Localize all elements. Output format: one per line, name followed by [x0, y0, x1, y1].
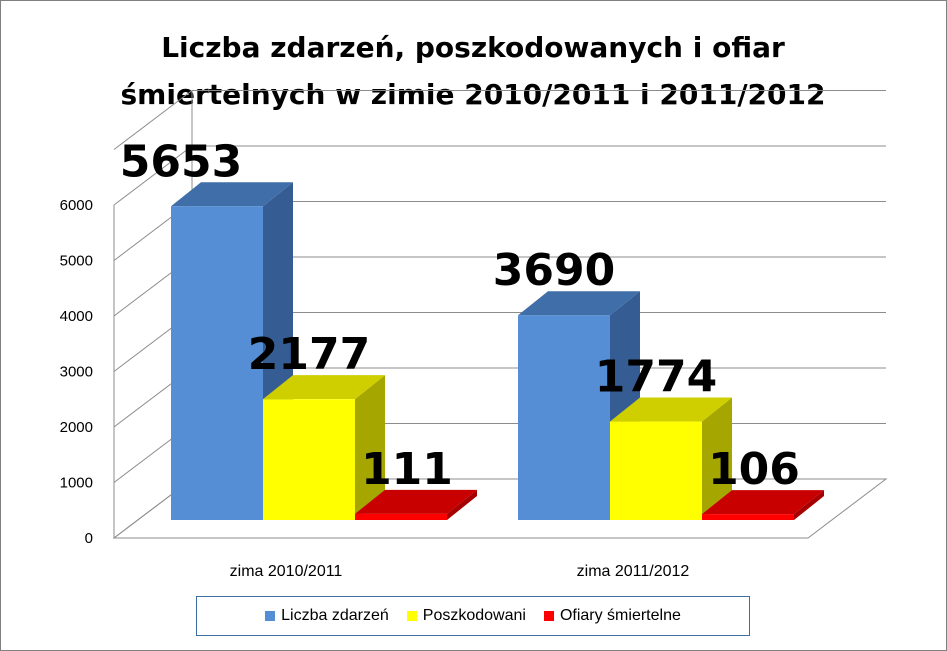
chart-title-line-2: śmiertelnych w zimie 2010/2011 i 2011/20… [121, 78, 826, 111]
bar-side [355, 375, 385, 520]
data-label: 111 [361, 444, 453, 495]
y-tick-label: 2000 [60, 419, 93, 436]
bar-top [518, 291, 640, 316]
data-label: 106 [708, 444, 800, 495]
legend: Liczba zdarzeń Poszkodowani Ofiary śmier… [196, 596, 750, 636]
x-axis-labels: zima 2010/2011 zima 2011/2012 [230, 563, 690, 580]
bar-top [702, 490, 824, 515]
legend-item-ofiary: Ofiary śmiertelne [543, 607, 681, 625]
legend-swatch-red [543, 611, 554, 621]
legend-item-poszkodowani: Poszkodowani [406, 607, 526, 625]
y-axis-ticks: 0 1000 2000 3000 4000 5000 6000 [60, 197, 93, 547]
legend-label: Liczba zdarzeń [281, 607, 389, 624]
bar-side [794, 490, 824, 520]
bar [263, 375, 385, 520]
y-tick-label: 3000 [60, 364, 93, 381]
bar-top [610, 397, 732, 422]
bar-top [171, 182, 293, 207]
bar-front [171, 206, 263, 521]
x-category-label: zima 2011/2012 [577, 563, 690, 580]
bar-top [263, 375, 385, 400]
y-tick-label: 6000 [60, 197, 93, 214]
bar-front [518, 315, 610, 520]
y-tick-label: 0 [85, 530, 93, 547]
data-label: 5653 [120, 136, 242, 187]
bar [355, 489, 477, 520]
legend-label: Ofiary śmiertelne [559, 607, 681, 624]
bar-front [263, 399, 355, 520]
y-tick-label: 1000 [60, 475, 93, 492]
chart-title-line-1: Liczba zdarzeń, poszkodowanych i ofiar [161, 31, 785, 64]
bar-front [702, 514, 794, 520]
data-labels: 5653 2177 111 3690 1774 106 [120, 136, 800, 495]
bar-front [355, 513, 447, 520]
legend-swatch-blue [265, 611, 276, 621]
x-category-label: zima 2010/2011 [230, 563, 343, 580]
data-label: 2177 [248, 329, 370, 380]
bar-front [610, 421, 702, 520]
data-label: 3690 [493, 245, 615, 296]
bars [171, 182, 824, 521]
bar-top [355, 489, 477, 514]
data-label: 1774 [595, 352, 717, 403]
bar [518, 291, 640, 520]
legend-swatch-yellow [406, 611, 417, 621]
bar [610, 397, 732, 520]
legend-label: Poszkodowani [422, 607, 526, 624]
gridline-diagonal [113, 145, 193, 206]
bar-side [702, 397, 732, 520]
legend-item-liczba-zdarzen: Liczba zdarzeń [265, 607, 389, 625]
y-tick-label: 5000 [60, 253, 93, 270]
bar-side [447, 489, 477, 520]
y-tick-label: 4000 [60, 308, 93, 325]
bar [702, 490, 824, 520]
gridline-diagonal [113, 90, 193, 150]
